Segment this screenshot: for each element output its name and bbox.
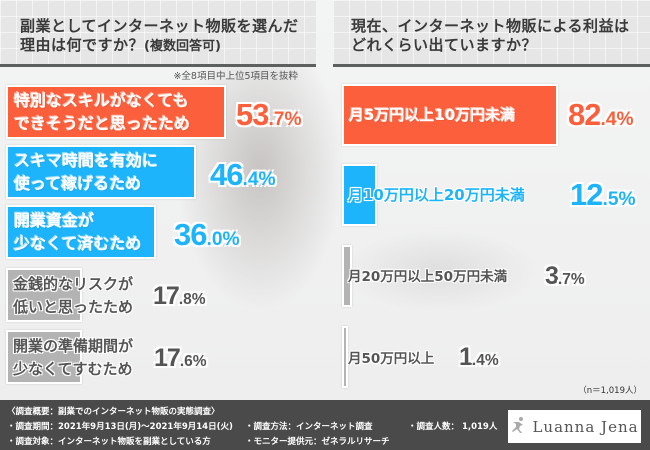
reason-pct-1: 53.7%	[236, 97, 302, 132]
reason-label-3: 開業資金が 少なくて済むため	[14, 211, 142, 253]
reason-bar-2	[6, 145, 196, 199]
figure-icon	[510, 416, 526, 437]
left-title-line2: 理由は何ですか？	[20, 36, 145, 54]
right-title-line2: どれくらい出ていますか？	[351, 36, 538, 54]
survey-provider: ・モニター提供元：ゼネラルリサーチ	[245, 437, 390, 447]
left-panel-title: 副業としてインターネット物販を選んだ 理由は何ですか？(複数回答可)	[20, 17, 299, 56]
right-title-line1: 現在、インターネット物販による利益は	[351, 17, 630, 35]
reason-pct-5: 17.6%	[154, 344, 207, 372]
reason-label-1: 特別なスキルがなくても できそうだと思ったため	[14, 91, 191, 133]
reason-label-5: 開業の準備期間が 少なくてすむため	[13, 337, 134, 378]
left-title-suffix: (複数回答可)	[144, 39, 221, 54]
left-title-line1: 副業としてインターネット物販を選んだ	[20, 17, 299, 35]
profit-label-2: 月10万円以上20万円未満	[348, 186, 525, 204]
logo-text: Luanna Jena	[532, 417, 639, 436]
reason-bar-3	[6, 205, 156, 259]
profit-bar-4	[342, 326, 348, 388]
survey-target: ・調査対象：インターネット物販を副業としている方	[7, 437, 211, 447]
right-panel-title: 現在、インターネット物販による利益は どれくらい出ていますか？	[351, 17, 630, 55]
profit-label-4: 月50万円以上	[348, 351, 435, 367]
reason-bar-4	[6, 268, 82, 322]
profit-bar-1	[342, 84, 558, 146]
luanna-jena-logo: Luanna Jena	[508, 410, 641, 443]
survey-period: ・調査期間：2021年9月13日(月)～2021年9月14日(火)	[7, 422, 233, 432]
reason-bar-1	[6, 85, 226, 139]
reason-label-2: スキマ時間を有効に 使って稼げるため	[14, 151, 159, 193]
profit-label-1: 月5万円以上10万円未満	[349, 106, 516, 124]
reason-pct-4: 17.8%	[153, 282, 206, 310]
profit-label-3: 月20万円以上50万円未満	[348, 269, 508, 285]
reason-pct-3: 36.0%	[174, 217, 240, 252]
survey-summary: 〈調査概要：副業でのインターネット物販の実態調査〉	[7, 407, 220, 417]
profit-pct-2: 12.5%	[570, 177, 636, 212]
excerpt-note: ※全8項目中上位5項目を抜粋	[173, 71, 298, 82]
profit-bar-3	[342, 245, 352, 307]
right-panel-header: 現在、インターネット物販による利益は どれくらい出ていますか？	[333, 0, 650, 67]
reason-label-4: 金銭的なリスクが 低いと思ったため	[13, 275, 134, 316]
survey-footer: 〈調査概要：副業でのインターネット物販の実態調査〉 ・調査期間：2021年9月1…	[0, 400, 650, 450]
survey-method: ・調査方法：インターネット調査	[245, 422, 373, 432]
sample-size-label: （n＝1,019人）	[578, 386, 642, 396]
profit-pct-3: 3.7%	[545, 262, 585, 290]
reason-bar-5	[6, 330, 82, 384]
reason-pct-2: 46.4%	[210, 157, 276, 192]
survey-count: ・調査人数： 1,019人	[408, 422, 498, 432]
profit-bar-2	[342, 164, 377, 226]
left-panel-header: 副業としてインターネット物販を選んだ 理由は何ですか？(複数回答可)	[0, 0, 316, 67]
profit-pct-4: 1.4%	[459, 343, 499, 371]
profit-pct-1: 82.4%	[568, 97, 634, 132]
